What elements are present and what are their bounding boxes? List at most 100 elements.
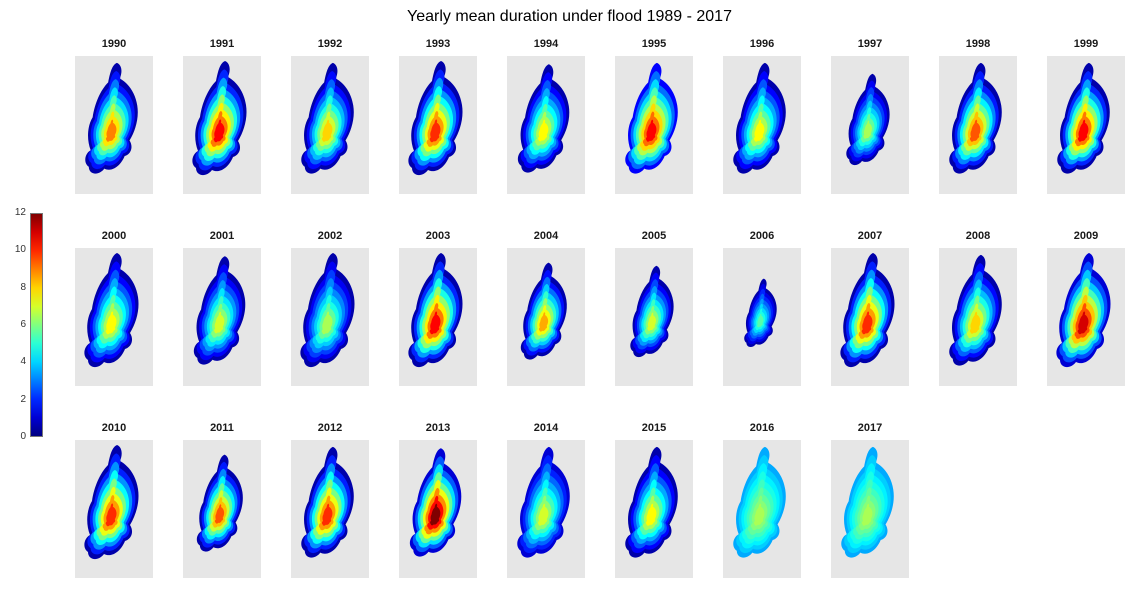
region-contour-layer bbox=[105, 311, 117, 335]
flood-map-panel bbox=[939, 56, 1017, 194]
year-label: 2004 bbox=[533, 230, 559, 242]
flood-map-panel bbox=[615, 248, 693, 386]
year-label: 1992 bbox=[317, 38, 343, 50]
flood-map-panel bbox=[399, 56, 477, 194]
region-contour-layer bbox=[753, 503, 765, 526]
year-label: 1990 bbox=[101, 38, 127, 50]
figure-title: Yearly mean duration under flood 1989 - … bbox=[407, 8, 732, 25]
colorbar: 0 2 4 6 8 10 12 bbox=[6, 207, 54, 442]
year-cell: 2011 bbox=[183, 420, 261, 578]
year-label: 2015 bbox=[641, 422, 667, 434]
region-contour-layer bbox=[321, 311, 333, 335]
year-label: 1997 bbox=[857, 38, 883, 50]
year-label: 2005 bbox=[641, 230, 667, 242]
region-contour-layer bbox=[538, 119, 549, 142]
year-label: 2013 bbox=[425, 422, 451, 434]
year-cell: 2007 bbox=[831, 228, 909, 386]
region-contour-layer bbox=[429, 119, 441, 143]
year-cell: 2000 bbox=[75, 228, 153, 386]
flood-map-panel bbox=[723, 56, 801, 194]
region-contour-layer bbox=[645, 503, 657, 526]
region-contour-layer bbox=[647, 312, 657, 331]
year-cell: 2012 bbox=[291, 420, 369, 578]
flood-map-panel bbox=[291, 56, 369, 194]
year-label: 2017 bbox=[857, 422, 883, 434]
year-cell: 1992 bbox=[291, 36, 369, 194]
year-cell: 2001 bbox=[183, 228, 261, 386]
flood-map-panel bbox=[75, 56, 153, 194]
year-cell: 2005 bbox=[615, 228, 693, 386]
flood-map-panel bbox=[831, 440, 909, 578]
year-label: 2007 bbox=[857, 230, 883, 242]
colorbar-tick-label: 8 bbox=[20, 281, 26, 293]
year-label: 2008 bbox=[965, 230, 991, 242]
region-contour-layer bbox=[861, 503, 873, 526]
panel-row: 2000 2001 2002 2003 2004 2005 2006 2007 2008 2009 bbox=[75, 228, 1125, 386]
year-label: 2009 bbox=[1073, 230, 1099, 242]
region-contour-layer bbox=[1077, 119, 1089, 142]
year-cell: 2009 bbox=[1047, 228, 1125, 386]
year-label: 2016 bbox=[749, 422, 775, 434]
year-cell: 2016 bbox=[723, 420, 801, 578]
year-label: 1991 bbox=[209, 38, 235, 50]
year-label: 2002 bbox=[317, 230, 343, 242]
year-panels-grid: 1990 1991 1992 1993 1994 1995 1996 1997 1998 1999… bbox=[75, 36, 1125, 595]
flood-map-panel bbox=[507, 56, 585, 194]
region-contour-layer bbox=[645, 119, 657, 142]
year-label: 2003 bbox=[425, 230, 451, 242]
region-contour-layer bbox=[753, 119, 765, 142]
colorbar-tick-label: 0 bbox=[20, 431, 26, 442]
region-contour-layer bbox=[321, 503, 333, 526]
region-contour-layer bbox=[105, 119, 117, 142]
region-contour-layer bbox=[321, 119, 333, 142]
year-label: 1995 bbox=[641, 38, 667, 50]
year-cell: 1997 bbox=[831, 36, 909, 194]
year-cell: 2003 bbox=[399, 228, 477, 386]
flood-map-panel bbox=[723, 248, 801, 386]
year-cell: 2006 bbox=[723, 228, 801, 386]
region-contour-layer bbox=[537, 503, 549, 526]
year-cell: 2010 bbox=[75, 420, 153, 578]
year-label: 2000 bbox=[101, 230, 127, 242]
region-contour-layer bbox=[969, 311, 981, 334]
region-contour-layer bbox=[214, 504, 225, 524]
flood-map-panel bbox=[615, 56, 693, 194]
region-contour-layer bbox=[757, 313, 764, 328]
year-label: 1999 bbox=[1073, 38, 1099, 50]
year-cell: 2014 bbox=[507, 420, 585, 578]
region-contour-layer bbox=[214, 311, 225, 334]
flood-map-panel bbox=[939, 248, 1017, 386]
flood-map-panel bbox=[75, 248, 153, 386]
colorbar-tick-label: 12 bbox=[14, 207, 26, 218]
year-label: 2014 bbox=[533, 422, 559, 434]
region-contour-layer bbox=[105, 503, 117, 527]
year-cell: 2008 bbox=[939, 228, 1017, 386]
year-label: 2011 bbox=[210, 422, 234, 434]
year-label: 2001 bbox=[209, 230, 235, 242]
year-cell: 2004 bbox=[507, 228, 585, 386]
flood-map-panel bbox=[507, 248, 585, 386]
colorbar-tick-label: 2 bbox=[20, 393, 26, 405]
panel-row: 1990 1991 1992 1993 1994 1995 1996 1997 1998 1999 bbox=[75, 36, 1125, 194]
region-contour-layer bbox=[969, 119, 981, 142]
year-cell: 1996 bbox=[723, 36, 801, 194]
region-contour-layer bbox=[538, 312, 549, 332]
colorbar-tick-label: 10 bbox=[14, 244, 26, 256]
year-cell: 1993 bbox=[399, 36, 477, 194]
year-label: 2006 bbox=[749, 230, 775, 242]
flood-map-panel bbox=[75, 440, 153, 578]
flood-map-panel bbox=[831, 248, 909, 386]
flood-map-panel bbox=[615, 440, 693, 578]
flood-map-panel bbox=[399, 248, 477, 386]
region-contour-layer bbox=[863, 120, 873, 139]
year-label: 1996 bbox=[749, 38, 775, 50]
year-cell: 2002 bbox=[291, 228, 369, 386]
region-contour-layer bbox=[429, 311, 441, 335]
colorbar-tick-label: 4 bbox=[20, 356, 26, 368]
year-label: 2012 bbox=[317, 422, 343, 434]
flood-map-panel bbox=[1047, 56, 1125, 194]
year-label: 1994 bbox=[533, 38, 559, 50]
flood-map-panel bbox=[183, 440, 261, 578]
flood-map-panel bbox=[1047, 248, 1125, 386]
flood-map-panel bbox=[399, 440, 477, 578]
